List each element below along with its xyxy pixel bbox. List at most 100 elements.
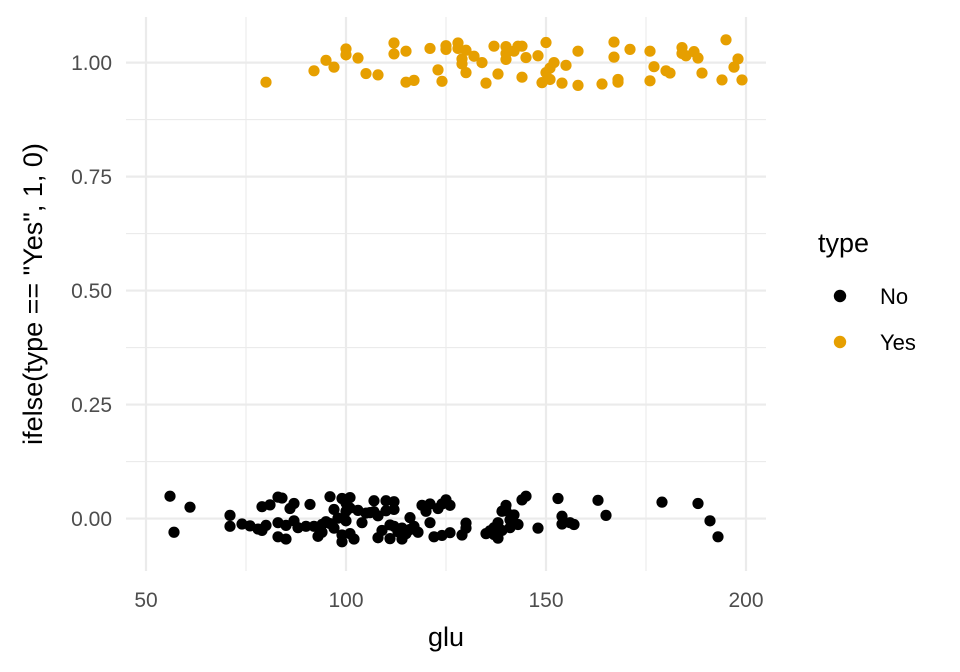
data-point-yes <box>480 77 492 89</box>
data-point-yes <box>572 45 584 57</box>
data-point-no <box>520 490 532 502</box>
data-point-no <box>328 503 340 516</box>
data-point-no <box>692 497 704 510</box>
y-tick-label: 0.00 <box>71 508 112 531</box>
data-point-yes <box>732 53 744 65</box>
data-point-no <box>600 509 612 521</box>
data-point-no <box>384 533 396 545</box>
data-point-no <box>368 495 380 507</box>
data-point-no <box>184 501 196 513</box>
data-point-no <box>224 509 236 521</box>
data-point-yes <box>572 79 584 91</box>
x-tick-label: 200 <box>728 589 763 612</box>
data-point-no <box>168 526 180 538</box>
data-point-no <box>372 510 384 522</box>
data-point-yes <box>596 78 608 90</box>
data-point-no <box>264 499 276 511</box>
y-tick-label: 0.50 <box>71 280 112 303</box>
data-point-yes <box>696 67 708 79</box>
data-point-yes <box>560 59 572 71</box>
data-point-yes <box>352 52 364 64</box>
data-point-yes <box>548 56 560 69</box>
data-point-yes <box>400 45 412 57</box>
data-point-no <box>412 526 424 538</box>
data-point-no <box>304 498 316 511</box>
data-point-yes <box>648 61 660 73</box>
data-point-yes <box>608 51 620 63</box>
data-point-no <box>276 492 288 504</box>
minor-gridlines <box>126 17 766 571</box>
data-point-yes <box>644 45 656 57</box>
data-point-yes <box>720 34 732 46</box>
data-point-yes <box>432 64 444 76</box>
data-point-yes <box>664 67 676 79</box>
data-point-no <box>164 490 176 502</box>
series-no-points <box>164 490 724 548</box>
data-point-no <box>424 517 436 529</box>
data-point-yes <box>476 56 488 69</box>
legend: type No Yes <box>818 228 916 355</box>
data-point-no <box>224 520 236 532</box>
x-tick-label: 150 <box>528 589 563 612</box>
data-point-no <box>288 497 300 510</box>
data-point-yes <box>500 53 512 66</box>
data-point-yes <box>320 54 332 66</box>
data-point-yes <box>440 43 452 55</box>
data-point-no <box>508 509 520 521</box>
data-point-no <box>556 510 568 522</box>
data-point-yes <box>520 51 532 64</box>
data-point-no <box>340 515 352 527</box>
data-point-yes <box>540 36 552 49</box>
data-point-no <box>388 496 400 508</box>
data-point-yes <box>692 52 704 64</box>
data-point-no <box>356 517 368 529</box>
data-point-yes <box>388 48 400 60</box>
data-point-no <box>316 526 328 538</box>
data-point-yes <box>556 77 568 89</box>
legend-key-yes <box>833 335 847 349</box>
data-point-no <box>704 515 716 527</box>
data-point-yes <box>460 44 472 56</box>
data-point-yes <box>460 67 472 79</box>
data-point-no <box>592 494 604 506</box>
data-point-yes <box>516 40 528 52</box>
data-point-no <box>656 496 668 508</box>
data-point-no <box>328 522 340 534</box>
data-point-yes <box>408 74 420 86</box>
x-axis-title: glu <box>428 622 464 652</box>
data-point-no <box>344 491 356 504</box>
data-point-yes <box>516 71 528 83</box>
y-axis-tick-labels: 0.00 0.25 0.50 0.75 1.00 <box>71 52 112 531</box>
data-point-no <box>512 518 524 531</box>
data-point-yes <box>612 73 624 86</box>
data-point-yes <box>544 73 556 86</box>
data-point-yes <box>608 36 620 48</box>
y-tick-label: 0.25 <box>71 394 112 417</box>
y-tick-label: 1.00 <box>71 52 112 75</box>
data-point-no <box>300 520 312 532</box>
data-point-yes <box>328 61 340 73</box>
data-point-no <box>280 533 292 545</box>
data-point-no <box>404 512 416 524</box>
legend-label-no: No <box>880 284 908 309</box>
data-point-no <box>348 533 360 545</box>
data-point-yes <box>360 67 372 80</box>
data-point-yes <box>340 49 352 61</box>
data-point-yes <box>260 76 272 88</box>
data-point-yes <box>624 43 636 55</box>
data-point-no <box>460 517 472 529</box>
data-point-yes <box>452 37 464 49</box>
data-point-yes <box>372 69 384 81</box>
data-point-no <box>376 524 388 537</box>
data-point-yes <box>488 40 500 52</box>
data-point-yes <box>492 68 504 80</box>
data-point-yes <box>308 65 320 77</box>
data-point-no <box>552 492 564 505</box>
x-tick-label: 100 <box>328 589 363 612</box>
legend-label-yes: Yes <box>880 330 916 355</box>
data-point-yes <box>456 58 468 70</box>
data-point-yes <box>388 37 400 49</box>
series-yes-points <box>260 34 748 91</box>
data-point-no <box>260 519 272 532</box>
